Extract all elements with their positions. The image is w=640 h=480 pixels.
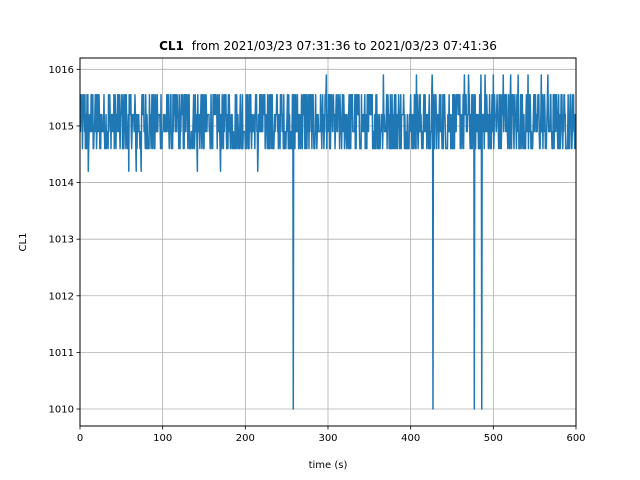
y-axis-label: CL1 [18, 233, 29, 252]
x-tick-label: 100 [153, 433, 172, 444]
x-tick-label: 0 [77, 433, 83, 444]
x-tick-label: 500 [484, 433, 503, 444]
x-tick-label: 600 [566, 433, 585, 444]
y-tick-label: 1014 [49, 178, 74, 189]
x-tick-label: 300 [318, 433, 337, 444]
y-tick-label: 1010 [49, 405, 74, 416]
series-line [80, 74, 576, 410]
x-axis-label: time (s) [309, 460, 348, 471]
y-tick-label: 1012 [49, 291, 74, 302]
chart-title-rest: from 2021/03/23 07:31:36 to 2021/03/23 0… [192, 39, 497, 53]
y-tick-label: 1011 [49, 348, 74, 359]
y-tick-label: 1013 [49, 235, 74, 246]
y-tick-label: 1015 [49, 121, 74, 132]
chart-title-bold: CL1 [159, 39, 184, 53]
data-series [80, 74, 576, 410]
chart-title: CL1 from 2021/03/23 07:31:36 to 2021/03/… [159, 39, 497, 53]
y-tick-label: 1016 [49, 65, 74, 76]
axis-ticks: 0 100 200 300 400 500 600 1010 1011 1012 1013 1014 1… [49, 65, 586, 444]
x-tick-label: 400 [401, 433, 420, 444]
x-tick-label: 200 [236, 433, 255, 444]
